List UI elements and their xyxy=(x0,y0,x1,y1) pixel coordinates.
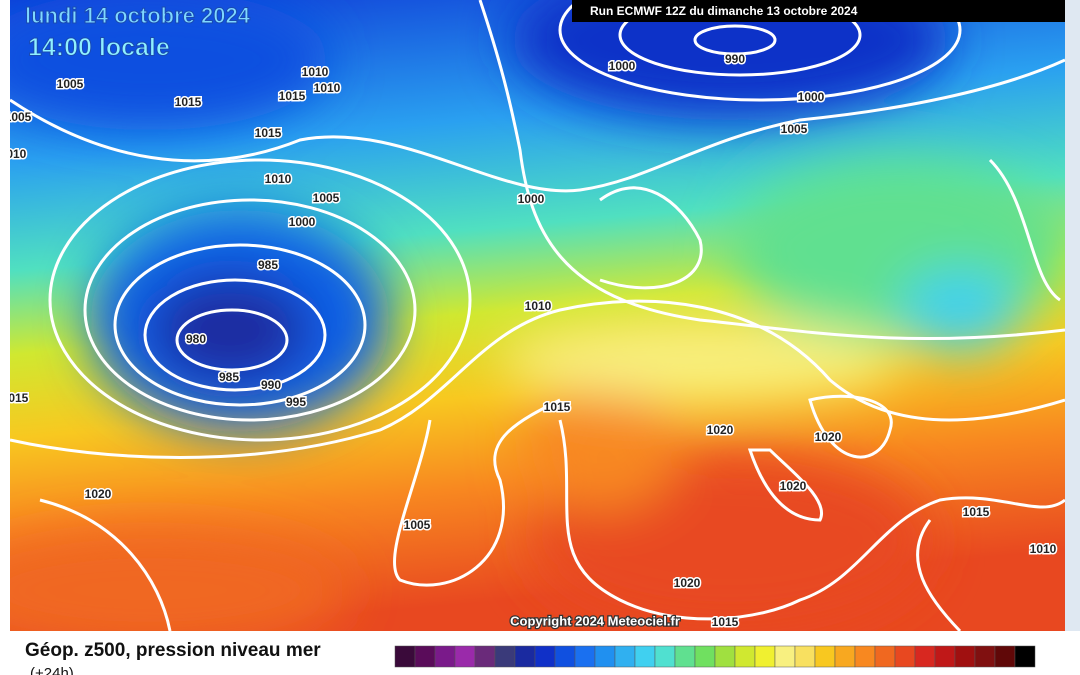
forecast-time: 14:00 locale xyxy=(28,34,170,62)
map: 1005 1015 1010 1015 1010 1005 1010 1015 1010 1005… xyxy=(0,0,1065,631)
color-swatch xyxy=(554,645,576,668)
isobar-label: 1005 xyxy=(404,518,431,532)
isobar-label: 1015 xyxy=(544,400,571,414)
color-swatch xyxy=(634,645,656,668)
isobar-label: 1010 xyxy=(302,65,329,79)
isobar-label: 1020 xyxy=(815,430,842,444)
color-swatch xyxy=(494,645,516,668)
isobar-label: 1005 xyxy=(781,122,808,136)
color-bar xyxy=(394,645,1036,668)
color-swatch xyxy=(414,645,436,668)
isobar-label: 1000 xyxy=(518,192,545,206)
color-swatch xyxy=(654,645,676,668)
isobar-label: 1000 xyxy=(798,90,825,104)
color-swatch xyxy=(394,645,416,668)
color-swatch xyxy=(754,645,776,668)
color-swatch xyxy=(674,645,696,668)
run-info: Run ECMWF 12Z du dimanche 13 octobre 202… xyxy=(590,4,858,18)
color-swatch xyxy=(594,645,616,668)
isobar-label: 1015 xyxy=(255,126,282,140)
isobar-label: 1015 xyxy=(2,391,29,405)
isobar-label: 1000 xyxy=(609,59,636,73)
isobar-label: 1020 xyxy=(780,479,807,493)
color-swatch xyxy=(1014,645,1036,668)
isobar-label: 1005 xyxy=(57,77,84,91)
isobar-label: 1010 xyxy=(1030,542,1057,556)
color-swatch xyxy=(534,645,556,668)
color-swatch xyxy=(814,645,836,668)
isobar-label: 1015 xyxy=(712,615,739,629)
isobar-label: 1005 xyxy=(5,110,32,124)
color-swatch xyxy=(834,645,856,668)
isobar-label: 980 xyxy=(186,332,206,346)
isobar-label: 1000 xyxy=(289,215,316,229)
color-swatch xyxy=(714,645,736,668)
right-edge xyxy=(1065,0,1080,631)
isobar-label: 995 xyxy=(286,395,306,409)
color-swatch xyxy=(914,645,936,668)
isobar-label: 1010 xyxy=(0,147,27,161)
copyright: Copyright 2024 Meteociel.fr xyxy=(510,613,680,628)
isobar-label: 1010 xyxy=(525,299,552,313)
color-swatch xyxy=(454,645,476,668)
color-swatch xyxy=(514,645,536,668)
isobar-label: 1015 xyxy=(175,95,202,109)
color-swatch xyxy=(574,645,596,668)
color-swatch xyxy=(434,645,456,668)
color-swatch xyxy=(854,645,876,668)
color-swatch xyxy=(874,645,896,668)
color-swatch xyxy=(994,645,1016,668)
isobar-label: 1015 xyxy=(963,505,990,519)
color-swatch xyxy=(794,645,816,668)
isobars xyxy=(10,0,1065,631)
isobar-label: 990 xyxy=(261,378,281,392)
isobar-label: 1020 xyxy=(674,576,701,590)
color-swatch xyxy=(614,645,636,668)
isobar-label: 1015 xyxy=(279,89,306,103)
color-swatch xyxy=(954,645,976,668)
color-swatch xyxy=(774,645,796,668)
isobar-label: 1020 xyxy=(85,487,112,501)
color-swatch xyxy=(734,645,756,668)
color-swatch xyxy=(974,645,996,668)
isobar-labels: 1005 1015 1010 1015 1010 1005 1010 1015 1010 1005… xyxy=(0,51,1058,631)
color-swatch xyxy=(474,645,496,668)
run-box xyxy=(572,0,1065,22)
isobar-label: 1010 xyxy=(314,81,341,95)
isobar-label: 985 xyxy=(219,370,239,384)
legend-title: Géop. z500, pression niveau mer xyxy=(25,640,321,661)
isobar-label: 1005 xyxy=(313,191,340,205)
color-swatch xyxy=(934,645,956,668)
isobar-label: 990 xyxy=(725,52,745,66)
forecast-date: lundi 14 octobre 2024 xyxy=(25,3,251,28)
isobar-label: 1010 xyxy=(265,172,292,186)
legend-subtitle: (+24h) xyxy=(30,665,74,675)
color-swatch xyxy=(694,645,716,668)
isobar-label: 985 xyxy=(258,258,278,272)
color-swatch xyxy=(894,645,916,668)
isobar-label: 1020 xyxy=(707,423,734,437)
color-fields xyxy=(10,0,1065,631)
